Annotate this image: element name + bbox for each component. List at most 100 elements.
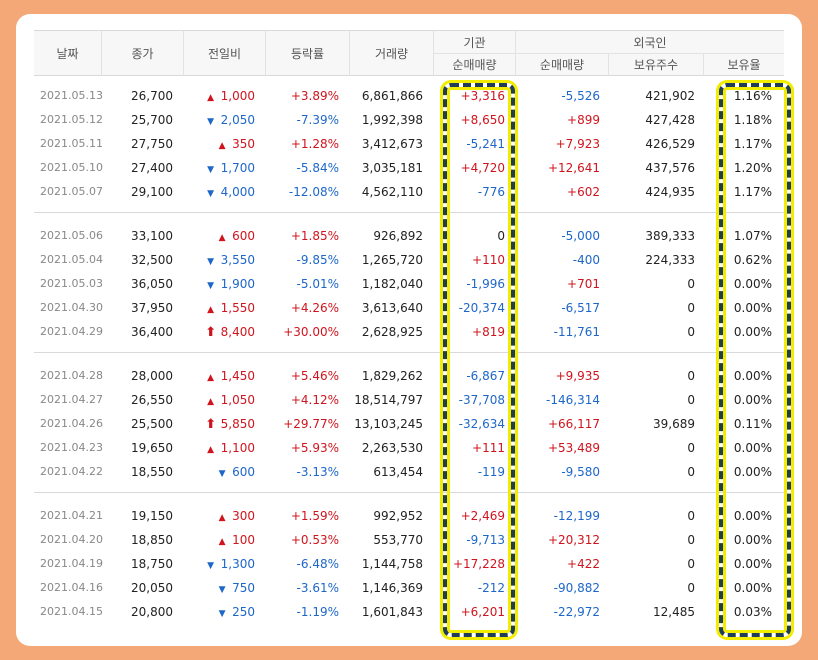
header-frgn-net: 순매매량	[515, 53, 608, 76]
table-row: 2021.05.03 36,050 ▼ 1,900 -5.01% 1,182,040 -1,…	[34, 272, 784, 296]
cell-volume: 1,265,720	[361, 253, 423, 267]
cell-volume: 13,103,245	[354, 417, 423, 431]
cell-inst-net: +3,316	[460, 89, 505, 103]
cell-change-value: 350	[232, 137, 255, 151]
cell-frgn-net: -11,761	[553, 325, 600, 339]
cell-rate: +29.77%	[283, 417, 339, 431]
cell-frgn-net: -9,580	[561, 465, 600, 479]
table-row: 2021.05.07 29,100 ▼ 4,000 -12.08% 4,562,110 -7…	[34, 180, 784, 204]
header-foreign: 외국인	[515, 30, 784, 53]
table-row: 2021.04.30 37,950 ▲ 1,550 +4.26% 3,613,640 -20…	[34, 296, 784, 320]
cell-rate: +1.28%	[290, 137, 339, 151]
cell-change: ▲ 1,550	[183, 296, 255, 320]
table-row: 2021.04.16 20,050 ▼ 750 -3.61% 1,146,369 -212 -…	[34, 576, 784, 600]
cell-frgn-net: -146,314	[546, 393, 600, 407]
table-row: 2021.04.29 36,400 ⬆ 8,400 +30.00% 2,628,925 +8…	[34, 320, 784, 344]
triangle-up-icon: ▲	[218, 141, 226, 151]
cell-change: ▼ 250	[183, 600, 255, 624]
cell-inst-net: -1,996	[466, 277, 505, 291]
header-volume: 거래량	[349, 30, 433, 76]
cell-change-value: 600	[232, 229, 255, 243]
header-rate: 등락률	[265, 30, 349, 76]
cell-change: ▼ 600	[183, 460, 255, 484]
cell-frgn-ratio: 0.00%	[733, 465, 772, 479]
cell-volume: 553,770	[373, 533, 423, 547]
cell-date: 2021.04.28	[40, 369, 103, 382]
cell-change-value: 1,900	[220, 277, 255, 291]
cell-change: ▼ 2,050	[183, 108, 255, 132]
cell-change: ▼ 1,300	[183, 552, 255, 576]
arrow-up-limit-icon: ⬆	[205, 417, 217, 432]
cell-inst-net: -5,241	[466, 137, 505, 151]
table-row: 2021.04.20 18,850 ▲ 100 +0.53% 553,770 -9,713 +…	[34, 528, 784, 552]
cell-frgn-hold: 0	[687, 369, 695, 383]
cell-inst-net: -776	[477, 185, 505, 199]
cell-volume: 1,182,040	[361, 277, 423, 291]
cell-frgn-net: -12,199	[553, 509, 600, 523]
cell-frgn-ratio: 1.17%	[733, 137, 772, 151]
cell-inst-net: -37,708	[458, 393, 505, 407]
cell-close: 18,850	[131, 533, 173, 547]
cell-inst-net: -32,634	[458, 417, 505, 431]
cell-frgn-ratio: 1.18%	[733, 113, 772, 127]
cell-change-value: 2,050	[220, 113, 255, 127]
cell-volume: 926,892	[373, 229, 423, 243]
triangle-up-icon: ▲	[207, 305, 215, 315]
cell-frgn-net: +66,117	[547, 417, 600, 431]
cell-frgn-net: +53,489	[547, 441, 600, 455]
cell-frgn-ratio: 0.00%	[733, 369, 772, 383]
cell-volume: 6,861,866	[361, 89, 423, 103]
cell-frgn-hold: 421,902	[645, 89, 695, 103]
cell-close: 18,550	[131, 465, 173, 479]
cell-rate: +0.53%	[290, 533, 339, 547]
cell-close: 36,400	[131, 325, 173, 339]
cell-rate: +5.93%	[290, 441, 339, 455]
table-row: 2021.04.26 25,500 ⬆ 5,850 +29.77% 13,103,245 -…	[34, 412, 784, 436]
cell-rate: +4.12%	[290, 393, 339, 407]
content-panel: 날짜 종가 전일비 등락률 거래량 기관 외국인 순매매량 순매매량 보유주수 …	[16, 14, 802, 646]
cell-rate: -9.85%	[296, 253, 339, 267]
table-row: 2021.04.19 18,750 ▼ 1,300 -6.48% 1,144,758 +17…	[34, 552, 784, 576]
cell-date: 2021.04.30	[40, 301, 103, 314]
cell-frgn-ratio: 0.00%	[733, 393, 772, 407]
table-header: 날짜 종가 전일비 등락률 거래량 기관 외국인 순매매량 순매매량 보유주수 …	[34, 30, 784, 76]
cell-close: 28,000	[131, 369, 173, 383]
table-row: 2021.04.22 18,550 ▼ 600 -3.13% 613,454 -119 -9,…	[34, 460, 784, 484]
cell-inst-net: +17,228	[452, 557, 505, 571]
cell-frgn-net: +20,312	[547, 533, 600, 547]
cell-date: 2021.04.27	[40, 393, 103, 406]
cell-close: 19,150	[131, 509, 173, 523]
table-row: 2021.04.23 19,650 ▲ 1,100 +5.93% 2,263,530 +11…	[34, 436, 784, 460]
cell-date: 2021.05.07	[40, 185, 103, 198]
cell-change: ▼ 1,700	[183, 156, 255, 180]
cell-frgn-hold: 427,428	[645, 113, 695, 127]
cell-frgn-net: -90,882	[553, 581, 600, 595]
cell-frgn-hold: 0	[687, 533, 695, 547]
cell-change: ▲ 1,450	[183, 364, 255, 388]
cell-close: 32,500	[131, 253, 173, 267]
cell-rate: -3.61%	[296, 581, 339, 595]
cell-change-value: 100	[232, 533, 255, 547]
cell-date: 2021.04.26	[40, 417, 103, 430]
cell-change: ▲ 1,000	[183, 84, 255, 108]
cell-inst-net: +819	[472, 325, 505, 339]
cell-close: 20,050	[131, 581, 173, 595]
cell-inst-net: -9,713	[466, 533, 505, 547]
cell-close: 20,800	[131, 605, 173, 619]
cell-rate: +3.89%	[290, 89, 339, 103]
table-row: 2021.05.13 26,700 ▲ 1,000 +3.89% 6,861,866 +3,…	[34, 84, 784, 108]
table-row: 2021.05.10 27,400 ▼ 1,700 -5.84% 3,035,181 +4,…	[34, 156, 784, 180]
cell-date: 2021.04.19	[40, 557, 103, 570]
cell-rate: -5.84%	[296, 161, 339, 175]
table-row: 2021.04.15 20,800 ▼ 250 -1.19% 1,601,843 +6,20…	[34, 600, 784, 624]
cell-change-value: 5,850	[220, 417, 255, 431]
triangle-down-icon: ▼	[207, 561, 215, 571]
cell-frgn-ratio: 0.00%	[733, 277, 772, 291]
header-date: 날짜	[34, 30, 101, 76]
cell-rate: +4.26%	[290, 301, 339, 315]
cell-frgn-net: -6,517	[561, 301, 600, 315]
cell-inst-net: -6,867	[466, 369, 505, 383]
cell-frgn-hold: 0	[687, 465, 695, 479]
cell-frgn-net: +9,935	[555, 369, 600, 383]
cell-frgn-hold: 0	[687, 441, 695, 455]
